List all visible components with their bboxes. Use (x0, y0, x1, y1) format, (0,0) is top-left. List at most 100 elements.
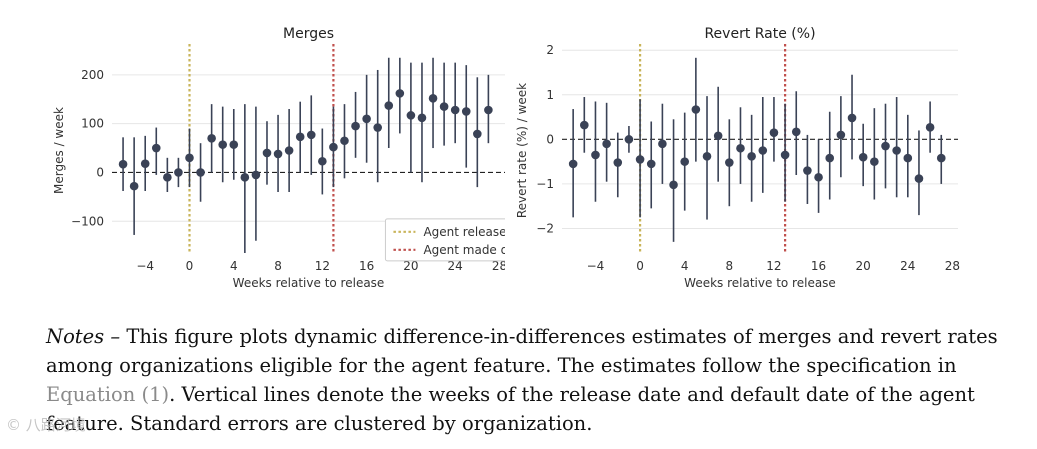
x-tick-label: 24 (900, 259, 915, 273)
data-point (273, 149, 283, 159)
x-tick-label: 28 (945, 259, 960, 273)
data-point (591, 150, 600, 160)
y-axis-label: Revert rate (%) / week (515, 83, 529, 218)
data-point (174, 168, 183, 177)
data-point (870, 157, 879, 166)
data-point (251, 170, 261, 180)
watermark: © 八路河境 (6, 416, 86, 434)
data-point (461, 107, 471, 116)
data-point (473, 129, 482, 139)
data-point (129, 181, 139, 191)
data-point (262, 148, 272, 158)
data-point (624, 135, 634, 144)
data-point (151, 143, 161, 153)
y-axis-label: Merges / week (52, 107, 66, 194)
notes-label: Notes – (46, 325, 121, 348)
data-point (417, 113, 427, 123)
data-point (406, 111, 416, 120)
x-tick-label: 24 (448, 259, 463, 273)
data-point (580, 120, 589, 130)
x-tick-label: 12 (315, 259, 330, 273)
x-tick-label: 28 (492, 259, 505, 273)
merges-chart: Merges −100 0 100 200 −4 0 4 8 12 16 20 24 28 Weeks re… (52, 26, 505, 288)
data-point (747, 151, 756, 161)
data-point (373, 123, 382, 132)
y-tick-label: 0 (546, 132, 554, 146)
data-point (925, 123, 935, 132)
notes-text-before: This figure plots dynamic difference-in-… (46, 325, 998, 377)
data-point (680, 157, 690, 166)
data-point (613, 158, 623, 167)
data-point (825, 153, 835, 163)
data-point (635, 155, 645, 164)
x-tick-label: 4 (681, 259, 689, 273)
x-tick-label: −4 (587, 259, 605, 273)
data-point (881, 141, 890, 151)
x-tick-label: 12 (766, 259, 781, 273)
x-tick-label: 4 (230, 259, 238, 273)
data-point (646, 159, 656, 169)
x-tick-label: 8 (726, 259, 734, 273)
data-point (736, 143, 745, 153)
data-point (384, 101, 394, 110)
y-tick-label: −2 (536, 221, 554, 235)
x-tick-label: 0 (636, 259, 644, 273)
data-point (602, 139, 611, 149)
x-tick-label: 16 (811, 259, 826, 273)
x-tick-label: 16 (359, 259, 374, 273)
y-tick-label: 0 (96, 165, 104, 179)
legend-label: Agent made default (423, 243, 505, 257)
data-point (428, 93, 438, 103)
data-point (669, 180, 678, 190)
y-tick-label: −100 (71, 214, 104, 228)
data-point (439, 102, 449, 111)
y-tick-label: 1 (546, 88, 554, 102)
data-point (791, 127, 801, 137)
data-point (351, 121, 360, 131)
x-tick-label: 8 (274, 259, 282, 273)
data-point (847, 113, 857, 123)
data-point (229, 140, 239, 149)
data-point (858, 152, 868, 162)
data-point (725, 158, 734, 167)
data-point (395, 89, 405, 98)
chart-title: Revert Rate (%) (704, 26, 815, 42)
y-tick-label: 2 (546, 43, 554, 57)
figure-row: Merges −100 0 100 200 −4 0 4 8 12 16 20 24 28 Weeks re… (52, 26, 960, 288)
y-tick-label: −1 (536, 177, 554, 191)
equation-link[interactable]: Equation (1) (46, 383, 170, 406)
data-point (803, 166, 812, 175)
data-point (450, 105, 460, 115)
chart-title: Merges (283, 26, 334, 42)
x-tick-label: 20 (403, 259, 418, 273)
data-point (284, 146, 294, 155)
data-point (318, 156, 327, 166)
x-tick-label: 20 (856, 259, 871, 273)
data-point (207, 133, 216, 143)
data-point (702, 151, 712, 161)
data-point (836, 130, 846, 140)
y-tick-label: 100 (81, 117, 104, 131)
data-point (362, 114, 371, 124)
data-point (240, 173, 250, 182)
data-point (892, 146, 901, 155)
data-point (814, 172, 823, 182)
data-point (295, 132, 305, 142)
x-axis-label: Weeks relative to release (233, 276, 385, 288)
figure-notes: Notes – This figure plots dynamic differ… (46, 322, 1006, 438)
data-point (196, 168, 205, 177)
data-point (713, 131, 723, 141)
data-point (914, 174, 924, 183)
data-point (340, 136, 349, 146)
data-point (218, 140, 228, 149)
data-point (769, 128, 779, 137)
data-point (118, 159, 128, 169)
data-point (306, 130, 316, 140)
y-tick-label: 200 (81, 68, 104, 82)
data-point (163, 173, 172, 182)
x-tick-label: 0 (186, 259, 194, 273)
x-axis-label: Weeks relative to release (684, 276, 836, 288)
data-point (780, 150, 790, 160)
